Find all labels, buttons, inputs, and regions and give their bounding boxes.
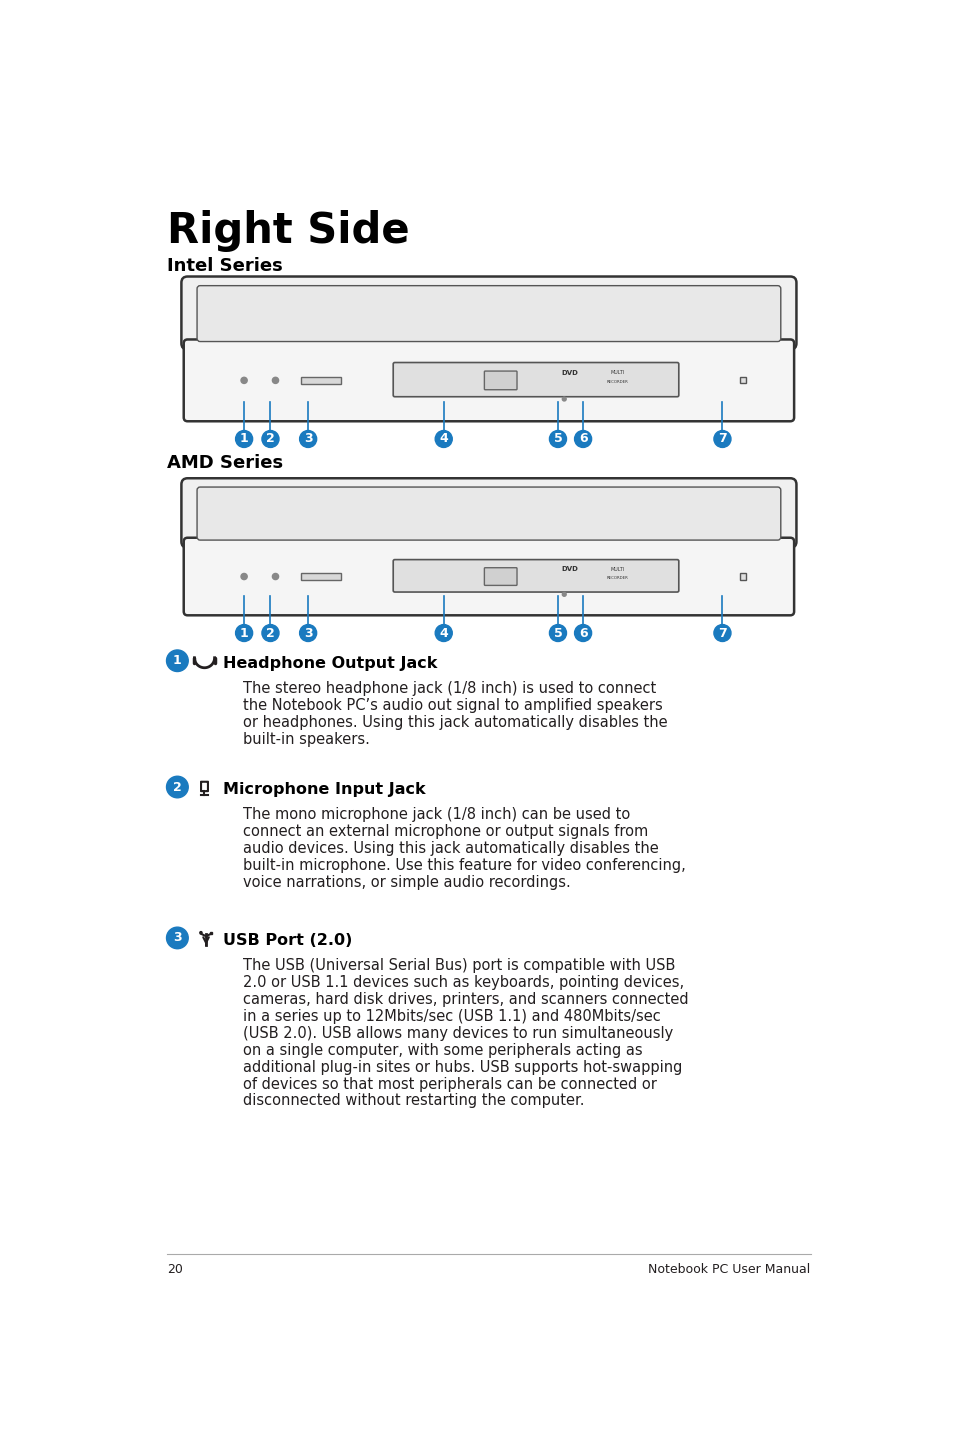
FancyBboxPatch shape [184, 339, 793, 421]
Text: 1: 1 [172, 654, 182, 667]
Text: 20: 20 [167, 1263, 183, 1276]
Text: built-in speakers.: built-in speakers. [243, 732, 370, 746]
Text: built-in microphone. Use this feature for video conferencing,: built-in microphone. Use this feature fo… [243, 858, 685, 873]
Text: 7: 7 [718, 627, 726, 640]
Text: Notebook PC User Manual: Notebook PC User Manual [648, 1263, 810, 1276]
Circle shape [574, 430, 591, 447]
Circle shape [549, 430, 566, 447]
Text: (USB 2.0). USB allows many devices to run simultaneously: (USB 2.0). USB allows many devices to ru… [243, 1025, 673, 1041]
Text: connect an external microphone or output signals from: connect an external microphone or output… [243, 824, 648, 838]
Text: disconnected without restarting the computer.: disconnected without restarting the comp… [243, 1093, 584, 1109]
Text: Headphone Output Jack: Headphone Output Jack [223, 656, 437, 672]
Text: RECORDER: RECORDER [606, 577, 628, 580]
Circle shape [241, 574, 247, 580]
Text: additional plug-in sites or hubs. USB supports hot-swapping: additional plug-in sites or hubs. USB su… [243, 1060, 682, 1074]
Circle shape [435, 624, 452, 641]
Text: voice narrations, or simple audio recordings.: voice narrations, or simple audio record… [243, 874, 571, 890]
FancyBboxPatch shape [181, 276, 796, 349]
Circle shape [273, 377, 278, 384]
Text: cameras, hard disk drives, printers, and scanners connected: cameras, hard disk drives, printers, and… [243, 992, 688, 1007]
Text: 7: 7 [718, 433, 726, 446]
Text: 6: 6 [578, 627, 587, 640]
FancyBboxPatch shape [184, 538, 793, 615]
Text: or headphones. Using this jack automatically disables the: or headphones. Using this jack automatic… [243, 715, 667, 729]
Text: audio devices. Using this jack automatically disables the: audio devices. Using this jack automatic… [243, 841, 659, 856]
Text: Intel Series: Intel Series [167, 257, 283, 275]
Text: of devices so that most peripherals can be connected or: of devices so that most peripherals can … [243, 1077, 657, 1091]
FancyBboxPatch shape [740, 574, 745, 580]
Circle shape [241, 377, 247, 384]
Circle shape [435, 430, 452, 447]
Text: 4: 4 [439, 627, 448, 640]
Text: 3: 3 [172, 932, 181, 945]
FancyBboxPatch shape [393, 362, 679, 397]
Circle shape [273, 574, 278, 580]
Circle shape [713, 430, 730, 447]
FancyBboxPatch shape [197, 487, 780, 541]
Text: 4: 4 [439, 433, 448, 446]
Text: DVD: DVD [561, 567, 578, 572]
Circle shape [713, 624, 730, 641]
Text: the Notebook PC’s audio out signal to amplified speakers: the Notebook PC’s audio out signal to am… [243, 697, 662, 713]
Text: Right Side: Right Side [167, 210, 410, 252]
FancyBboxPatch shape [181, 479, 796, 548]
Text: 3: 3 [303, 433, 313, 446]
Text: 2.0 or USB 1.1 devices such as keyboards, pointing devices,: 2.0 or USB 1.1 devices such as keyboards… [243, 975, 683, 989]
Text: in a series up to 12Mbits/sec (USB 1.1) and 480Mbits/sec: in a series up to 12Mbits/sec (USB 1.1) … [243, 1009, 660, 1024]
Text: 6: 6 [578, 433, 587, 446]
FancyBboxPatch shape [740, 377, 745, 384]
Text: The stereo headphone jack (1/8 inch) is used to connect: The stereo headphone jack (1/8 inch) is … [243, 680, 656, 696]
Circle shape [299, 430, 316, 447]
Text: DVD: DVD [561, 370, 578, 375]
Text: 5: 5 [553, 627, 561, 640]
Text: 1: 1 [239, 627, 248, 640]
Text: Microphone Input Jack: Microphone Input Jack [223, 782, 425, 798]
Circle shape [235, 624, 253, 641]
Text: MULTI: MULTI [610, 567, 624, 572]
Circle shape [199, 932, 202, 933]
Circle shape [262, 430, 278, 447]
Text: 2: 2 [266, 433, 274, 446]
FancyBboxPatch shape [484, 568, 517, 585]
Circle shape [167, 928, 188, 949]
Text: RECORDER: RECORDER [606, 380, 628, 384]
Circle shape [561, 397, 565, 401]
Circle shape [574, 624, 591, 641]
Circle shape [549, 624, 566, 641]
Text: 5: 5 [553, 433, 561, 446]
Circle shape [167, 777, 188, 798]
Text: 3: 3 [303, 627, 313, 640]
FancyBboxPatch shape [484, 371, 517, 390]
Text: MULTI: MULTI [610, 370, 624, 375]
Circle shape [262, 624, 278, 641]
FancyBboxPatch shape [197, 286, 780, 342]
Text: on a single computer, with some peripherals acting as: on a single computer, with some peripher… [243, 1043, 642, 1058]
Text: 1: 1 [239, 433, 248, 446]
FancyBboxPatch shape [300, 377, 341, 384]
FancyBboxPatch shape [393, 559, 679, 592]
Text: The mono microphone jack (1/8 inch) can be used to: The mono microphone jack (1/8 inch) can … [243, 807, 630, 823]
Circle shape [561, 592, 565, 597]
Text: AMD Series: AMD Series [167, 454, 283, 472]
Text: The USB (Universal Serial Bus) port is compatible with USB: The USB (Universal Serial Bus) port is c… [243, 958, 675, 974]
Text: 2: 2 [172, 781, 182, 794]
Circle shape [235, 430, 253, 447]
Circle shape [299, 624, 316, 641]
Circle shape [167, 650, 188, 672]
Text: 2: 2 [266, 627, 274, 640]
FancyBboxPatch shape [300, 572, 341, 581]
Text: USB Port (2.0): USB Port (2.0) [223, 933, 352, 948]
